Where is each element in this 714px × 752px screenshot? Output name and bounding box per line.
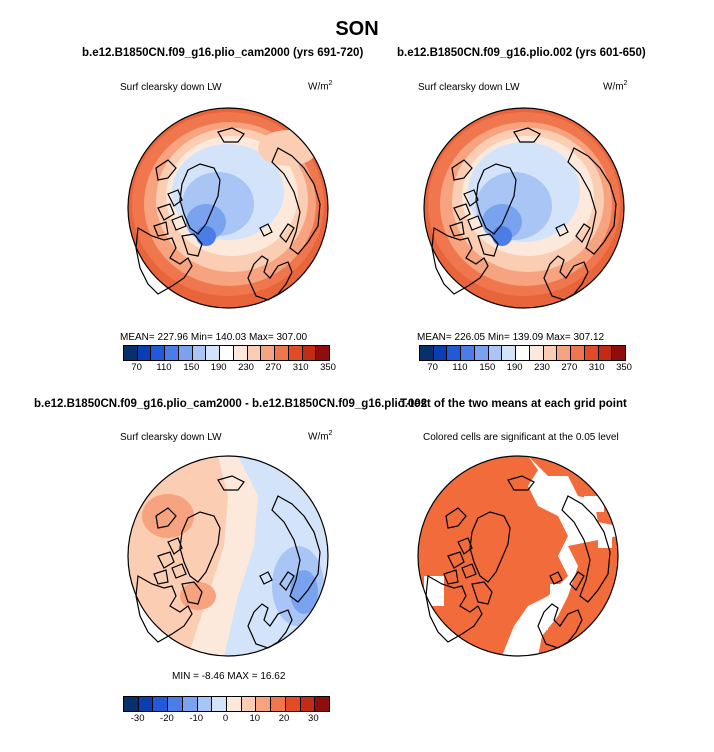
panel3-colorbar	[123, 696, 330, 712]
colorbar-swatch	[192, 346, 207, 360]
colorbar-tick-label: -20	[160, 713, 174, 724]
panel1-title: b.e12.B1850CN.f09_g16.plio_cam2000 (yrs …	[82, 47, 364, 59]
panel1-polar-map	[127, 107, 329, 309]
panel1-colorbar	[123, 345, 330, 361]
colorbar-swatch	[247, 346, 262, 360]
colorbar-swatch	[529, 346, 544, 360]
colorbar-swatch	[300, 697, 316, 711]
panel4-polar-map	[417, 455, 619, 657]
colorbar-swatch	[227, 697, 242, 711]
colorbar-swatch	[182, 697, 198, 711]
colorbar-tick-label: 10	[249, 713, 261, 724]
colorbar-tick-label: -10	[189, 713, 204, 724]
colorbar-swatch	[433, 346, 448, 360]
colorbar-tick-label: 230	[238, 362, 254, 373]
colorbar-swatch	[612, 346, 626, 360]
colorbar-tick-label: 350	[320, 362, 336, 373]
panel1-units: W/m2	[308, 80, 333, 93]
panel2-colorbar	[419, 345, 626, 361]
panel2-units: W/m2	[603, 80, 628, 93]
colorbar-tick-label: 110	[452, 362, 468, 373]
panel1-label: Surf clearsky down LW	[120, 82, 222, 93]
colorbar-swatch	[137, 346, 152, 360]
colorbar-swatch	[584, 346, 599, 360]
panel2-polar-map	[423, 107, 625, 309]
panel3-stats: MIN = -8.46 MAX = 16.62	[172, 671, 286, 682]
colorbar-swatch	[516, 346, 530, 360]
colorbar-swatch	[261, 346, 276, 360]
colorbar-swatch	[447, 346, 462, 360]
colorbar-swatch	[241, 697, 257, 711]
panel3-title: b.e12.B1850CN.f09_g16.plio_cam2000 - b.e…	[34, 398, 428, 410]
panel3-polar-map	[127, 455, 329, 657]
colorbar-swatch	[302, 346, 317, 360]
colorbar-tick-label: 310	[588, 362, 605, 373]
colorbar-tick-label: 110	[156, 362, 172, 373]
colorbar-swatch	[285, 697, 301, 711]
colorbar-swatch	[206, 346, 221, 360]
colorbar-swatch	[502, 346, 517, 360]
colorbar-swatch	[256, 697, 272, 711]
colorbar-swatch	[474, 346, 489, 360]
colorbar-swatch	[178, 346, 193, 360]
colorbar-tick-label: 310	[292, 362, 309, 373]
colorbar-tick-label: -30	[130, 713, 145, 724]
panel1-stats: MEAN= 227.96 Min= 140.03 Max= 307.00	[120, 332, 308, 343]
colorbar-tick-label: 350	[616, 362, 632, 373]
colorbar-swatch	[315, 697, 330, 711]
colorbar-swatch	[151, 346, 166, 360]
colorbar-tick-label: 70	[131, 362, 142, 373]
colorbar-tick-label: 20	[278, 713, 290, 724]
panel4-title: T-test of the two means at each grid poi…	[400, 398, 627, 410]
colorbar-swatch	[288, 346, 303, 360]
colorbar-swatch	[543, 346, 558, 360]
colorbar-tick-label: 150	[183, 362, 200, 373]
panel4-label: Colored cells are significant at the 0.0…	[423, 432, 619, 443]
colorbar-swatch	[197, 697, 213, 711]
colorbar-swatch	[316, 346, 330, 360]
colorbar-tick-label: 70	[427, 362, 438, 373]
colorbar-swatch	[124, 697, 139, 711]
colorbar-swatch	[598, 346, 613, 360]
page-title: SON	[335, 18, 379, 40]
panel3-label: Surf clearsky down LW	[120, 432, 222, 443]
colorbar-swatch	[461, 346, 475, 360]
colorbar-swatch	[153, 697, 169, 711]
colorbar-swatch	[165, 346, 179, 360]
colorbar-swatch	[233, 346, 248, 360]
panel2-stats: MEAN= 226.05 Min= 139.09 Max= 307.12	[417, 332, 605, 343]
colorbar-tick-label: 270	[561, 362, 578, 373]
colorbar-swatch	[212, 697, 228, 711]
colorbar-swatch	[220, 346, 234, 360]
colorbar-tick-label: 190	[506, 362, 523, 373]
colorbar-swatch	[275, 346, 289, 360]
colorbar-swatch	[138, 697, 154, 711]
panel2-title: b.e12.B1850CN.f09_g16.plio.002 (yrs 601-…	[397, 47, 646, 59]
colorbar-swatch	[168, 697, 183, 711]
colorbar-tick-label: 0	[222, 713, 229, 724]
panel3-units: W/m2	[308, 430, 333, 443]
colorbar-tick-label: 30	[308, 713, 319, 724]
colorbar-swatch	[557, 346, 572, 360]
colorbar-swatch	[420, 346, 434, 360]
colorbar-tick-label: 230	[534, 362, 550, 373]
colorbar-swatch	[571, 346, 585, 360]
panel2-label: Surf clearsky down LW	[418, 82, 520, 93]
colorbar-tick-label: 270	[265, 362, 282, 373]
colorbar-swatch	[124, 346, 138, 360]
colorbar-swatch	[488, 346, 503, 360]
colorbar-tick-label: 190	[210, 362, 227, 373]
colorbar-tick-label: 150	[479, 362, 496, 373]
colorbar-swatch	[271, 697, 286, 711]
